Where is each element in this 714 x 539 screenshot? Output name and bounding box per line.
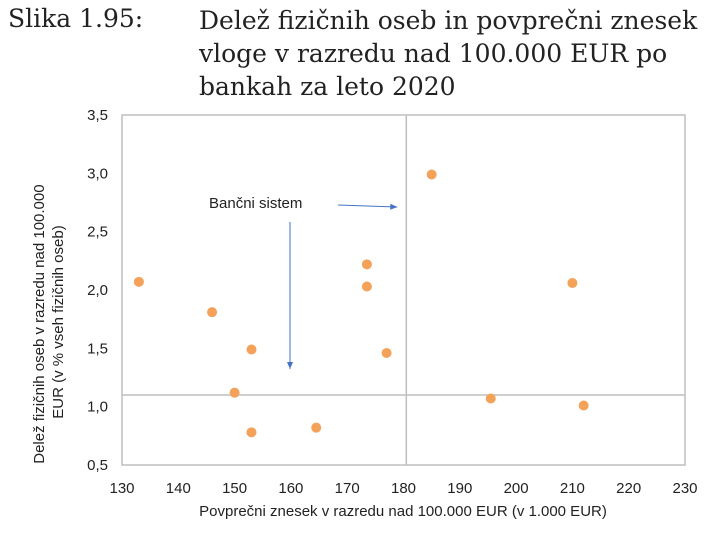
reference-lines: [122, 115, 685, 465]
y-axis-ticks: 0,5 1,0 1,5 2,0 2,5 3,0 3,5: [87, 107, 108, 474]
x-tick-label: 150: [222, 480, 247, 497]
y-tick-label: 3,0: [87, 165, 108, 182]
y-tick-label: 1,5: [87, 340, 108, 357]
data-point-9: [381, 348, 392, 358]
data-point-10: [426, 169, 437, 180]
x-tick-label: 170: [335, 480, 360, 497]
y-tick-label: 2,5: [87, 224, 108, 241]
y-axis-title-line-1: Delež fizičnih oseb v razredu nad 100.00…: [31, 184, 48, 463]
figure-label: Slika 1.95:: [8, 4, 144, 33]
x-tick-label: 230: [672, 480, 697, 497]
y-tick-label: 3,5: [87, 107, 108, 124]
data-point-13: [578, 400, 589, 411]
x-tick-label: 180: [391, 480, 416, 497]
data-point-4: [246, 344, 257, 355]
data-point-12: [567, 278, 578, 288]
data-points: [133, 169, 589, 438]
figure-title: Delež fizičnih oseb in povprečni znesek …: [199, 6, 698, 101]
x-tick-label: 200: [504, 480, 529, 497]
x-tick-label: 220: [616, 480, 641, 497]
y-tick-label: 2,0: [87, 282, 108, 299]
y-tick-label: 1,0: [87, 399, 108, 416]
y-tick-label: 0,5: [87, 457, 108, 474]
x-axis-ticks: 130 140 150 160 170 180 190 200 210 220 230: [109, 480, 697, 497]
plot-area: [121, 114, 686, 466]
annotation-bancni-sistem: Bančni sistem: [209, 195, 302, 212]
annotation-arrows: [287, 203, 398, 369]
data-point-5: [246, 427, 257, 438]
x-tick-label: 140: [166, 480, 191, 497]
annotation-arrow-down: [287, 222, 293, 369]
x-tick-label: 190: [447, 480, 472, 497]
data-point-7: [361, 259, 372, 270]
y-axis-title-line-2: EUR (v % vseh fizičnih oseb): [50, 225, 67, 418]
data-point-1: [133, 276, 144, 287]
y-axis-title: Delež fizičnih oseb v razredu nad 100.00…: [31, 180, 67, 464]
data-point-3: [229, 387, 240, 398]
x-tick-label: 160: [278, 480, 303, 497]
x-tick-label: 130: [109, 480, 134, 497]
annotation-arrow-right: [337, 203, 398, 210]
data-point-2: [207, 307, 218, 318]
data-point-11: [485, 393, 496, 404]
x-tick-label: 210: [560, 480, 585, 497]
data-point-8: [361, 281, 372, 292]
data-point-6: [311, 422, 322, 433]
x-axis-title: Povprečni znesek v razredu nad 100.000 E…: [199, 503, 607, 520]
